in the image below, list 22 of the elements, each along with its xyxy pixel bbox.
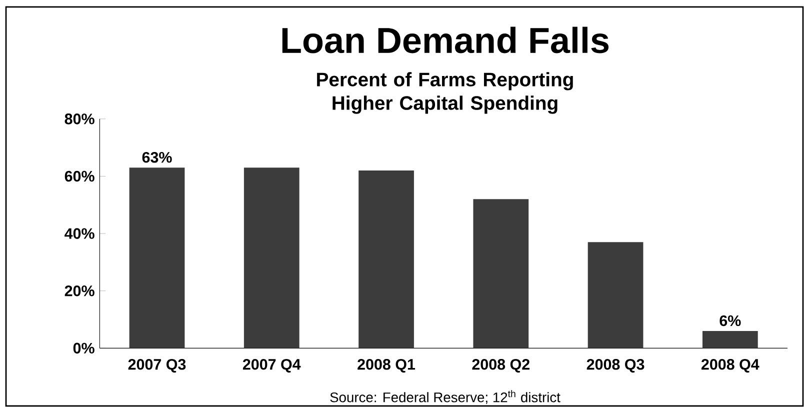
y-tick-label: 20% xyxy=(64,285,94,296)
y-tick-label: 40% xyxy=(64,228,94,239)
y-tick-label: 60% xyxy=(64,170,94,182)
x-tick-label: 2007 Q3 xyxy=(128,358,186,373)
x-tick-label: 2007 Q4 xyxy=(242,358,301,373)
y-tick-label: 80% xyxy=(64,114,94,124)
data-label: 6% xyxy=(720,315,741,326)
x-tick-label: 2008 Q2 xyxy=(472,358,530,373)
bar xyxy=(702,330,758,348)
x-tick-label: 2008 Q3 xyxy=(586,358,644,373)
chart-title: Loan Demand Falls xyxy=(282,26,609,54)
x-tick-label: 2008 Q1 xyxy=(358,358,416,373)
bar xyxy=(588,242,644,348)
bar xyxy=(244,168,300,348)
bar xyxy=(129,168,185,348)
bar xyxy=(473,199,529,348)
x-tick-label: 2008 Q4 xyxy=(701,358,760,373)
chart-subtitle: Percent of Farms Reporting Higher Capital Spending xyxy=(317,72,573,114)
source-note: Source: Federal Reserve; 12$^{th}$ district xyxy=(330,390,560,404)
bar xyxy=(358,170,414,348)
y-tick-label: 0% xyxy=(73,342,94,354)
data-label: 63% xyxy=(142,152,172,163)
